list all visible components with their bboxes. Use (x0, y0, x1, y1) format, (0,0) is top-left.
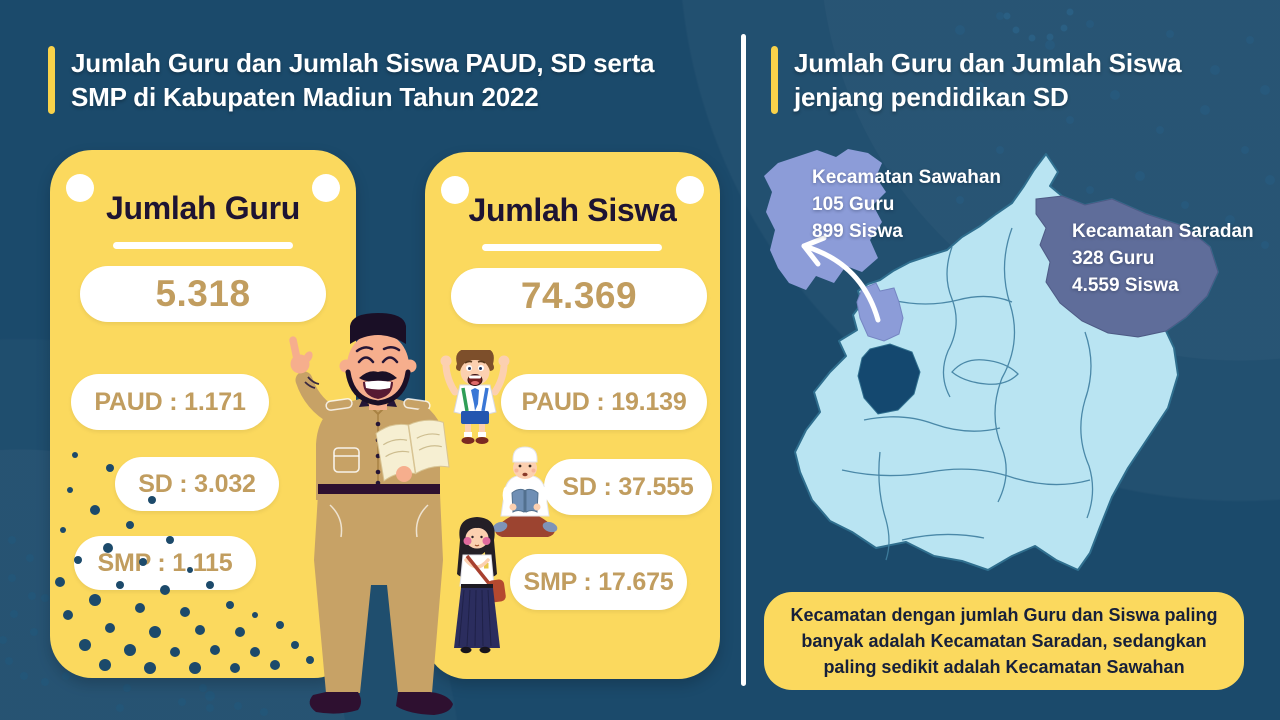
right-title-accent-bar (771, 46, 778, 114)
left-title-accent-bar (48, 46, 55, 114)
saradan-name: Kecamatan Saradan (1072, 221, 1254, 242)
right-title-block: Jumlah Guru dan Jumlah Siswa jenjang pen… (771, 46, 1182, 114)
saradan-guru: 328 Guru (1072, 248, 1155, 269)
kabupaten-madiun-map (764, 149, 1219, 571)
arrow-to-sawahan-icon (801, 235, 881, 323)
right-title-line1: Jumlah Guru dan Jumlah Siswa (794, 48, 1182, 78)
conclusion-note-text: Kecamatan dengan jumlah Guru dan Siswa p… (790, 605, 1218, 677)
siswa-smp-pill: SMP : 17.675 (510, 554, 687, 610)
guru-paud-pill: PAUD : 1.171 (71, 374, 269, 430)
map-region-city-dark (857, 343, 921, 415)
siswa-paud-pill: PAUD : 19.139 (501, 374, 707, 430)
card-hole-left (66, 174, 94, 202)
sawahan-guru: 105 Guru (812, 194, 895, 215)
student-reading-illustration (492, 446, 558, 537)
siswa-total-pill: 74.369 (451, 268, 707, 324)
guru-sd-pill: SD : 3.032 (115, 457, 279, 511)
map-region-saradan (1035, 195, 1219, 338)
guru-card-title: Jumlah Guru (105, 190, 301, 226)
map-district-borders (841, 227, 1094, 561)
left-panel-title: Jumlah Guru dan Jumlah Siswa PAUD, SD se… (71, 46, 654, 114)
guru-total-pill: 5.318 (80, 266, 326, 322)
sawahan-siswa: 899 Siswa (812, 221, 903, 242)
right-panel-title: Jumlah Guru dan Jumlah Siswa jenjang pen… (794, 46, 1182, 114)
teacher-illustration (289, 313, 453, 715)
left-title-block: Jumlah Guru dan Jumlah Siswa PAUD, SD se… (48, 46, 654, 114)
card-hole-right (676, 176, 704, 204)
saradan-siswa: 4.559 Siswa (1072, 275, 1179, 296)
conclusion-note-box: Kecamatan dengan jumlah Guru dan Siswa p… (764, 592, 1244, 690)
guru-smp-pill: SMP : 1.115 (74, 536, 256, 590)
card-hole-left (441, 176, 469, 204)
card-hole-right (312, 174, 340, 202)
left-title-line1: Jumlah Guru dan Jumlah Siswa PAUD, SD se… (71, 48, 655, 78)
right-title-line2: jenjang pendidikan SD (794, 82, 1069, 112)
student-cheering-illustration (440, 350, 510, 444)
guru-card-underline (113, 242, 293, 249)
sawahan-map-label: Kecamatan Sawahan 105 Guru 899 Siswa (812, 164, 1001, 245)
sawahan-name: Kecamatan Sawahan (812, 167, 1002, 188)
student-girl-illustration (454, 517, 506, 654)
vertical-divider (741, 34, 746, 686)
saradan-map-label: Kecamatan Saradan 328 Guru 4.559 Siswa (1072, 218, 1254, 299)
siswa-card-underline (482, 244, 662, 251)
siswa-card: Jumlah Siswa 74.369 PAUD : 19.139 SD : 3… (425, 152, 720, 679)
sawahan-callout-shape (764, 149, 886, 290)
left-title-line2: SMP di Kabupaten Madiun Tahun 2022 (71, 82, 539, 112)
siswa-sd-pill: SD : 37.555 (544, 459, 712, 515)
siswa-card-title: Jumlah Siswa (468, 192, 677, 228)
